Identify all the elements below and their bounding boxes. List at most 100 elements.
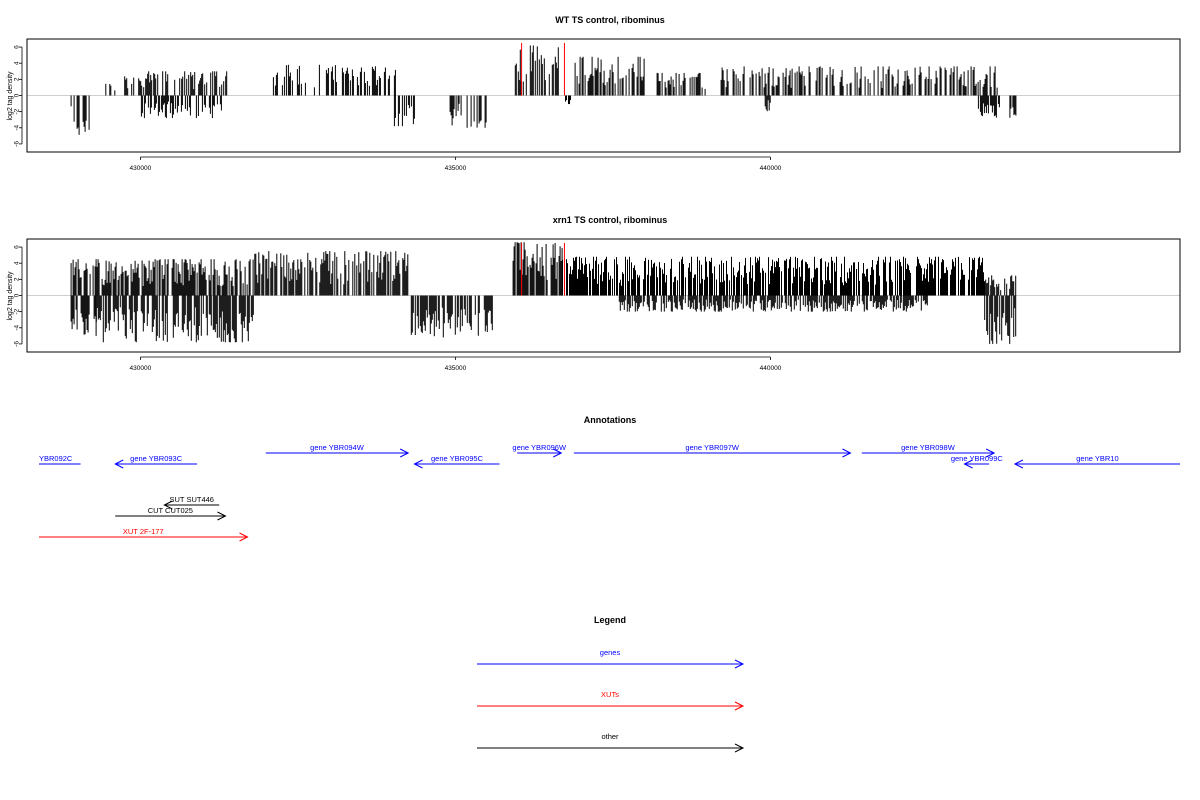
signal-segment <box>514 45 559 96</box>
y-tick-label: 6 <box>14 245 21 249</box>
annotation-feature: gene YBR096W <box>512 443 567 458</box>
y-tick-label: -6 <box>14 141 21 147</box>
feature-arrow-head <box>114 459 124 469</box>
signal-segment <box>984 295 1017 344</box>
feature-arrow-head <box>413 459 423 469</box>
feature-label: gene YBR093C <box>130 454 183 463</box>
signal-segment <box>393 95 415 127</box>
x-tick-label: 435000 <box>445 365 467 372</box>
y-tick-label: 2 <box>14 77 21 81</box>
annotation-features: YBR092C gene YBR093C gene YBR094W gene YBR0… <box>39 443 1180 542</box>
y-tick-label: -2 <box>14 308 21 314</box>
legend-label: other <box>601 732 619 741</box>
feature-label: gene YBR10 <box>1076 454 1118 463</box>
legend-arrow-head <box>734 743 745 753</box>
signal-segment <box>512 242 563 296</box>
signal-segment <box>410 295 493 338</box>
signal-segment <box>720 66 998 96</box>
annotation-feature: XUT 2F-177 <box>39 527 249 542</box>
x-tick-label: 440000 <box>760 165 782 172</box>
signal-segment <box>574 56 645 96</box>
signal-segment <box>105 83 116 96</box>
feature-label: gene YBR097W <box>685 443 740 452</box>
feature-label: gene YBR094W <box>310 443 365 452</box>
signal-segment <box>764 95 771 112</box>
wt-signal-panel: WT TS control, ribominus log2 tag densit… <box>7 15 1181 172</box>
signal-segment <box>618 295 928 312</box>
feature-arrow-head <box>985 448 996 458</box>
annotation-feature: SUT SUT446 <box>163 495 220 510</box>
legend-label: XUTs <box>601 690 619 699</box>
annotations-title: Annotations <box>584 415 637 425</box>
signal-segment <box>147 71 228 96</box>
feature-arrow-head <box>399 448 410 458</box>
signal-segment <box>565 95 571 105</box>
legend-item: genes <box>477 648 745 669</box>
panel-title: xrn1 TS control, ribominus <box>553 215 668 225</box>
y-tick-label: 6 <box>14 45 21 49</box>
legend-arrow-head <box>734 659 745 669</box>
y-tick-label: 0 <box>14 293 21 297</box>
annotation-feature: gene YBR10 <box>1013 454 1180 469</box>
feature-label: gene YBR098W <box>901 443 956 452</box>
feature-arrow-head <box>1013 459 1024 469</box>
feature-arrow-head <box>963 459 973 469</box>
annotation-feature: gene YBR098W <box>861 443 996 458</box>
annotation-feature: gene YBR097W <box>573 443 852 458</box>
x-tick-label: 430000 <box>130 365 152 372</box>
feature-label: SUT SUT446 <box>170 495 214 504</box>
feature-arrow-head <box>217 511 227 521</box>
feature-label: gene YBR099C <box>951 454 1004 463</box>
y-tick-label: -6 <box>14 341 21 347</box>
annotation-feature: YBR092C <box>39 454 81 465</box>
signal-plot: 6 4 2 0 -2 -4 -6 430000 435000 440000 <box>14 43 1180 172</box>
feature-label: YBR092C <box>39 454 73 463</box>
signal-segment <box>70 259 254 296</box>
y-tick-label: 4 <box>14 261 21 265</box>
panel-title: WT TS control, ribominus <box>555 15 665 25</box>
signal-segment <box>984 275 1017 296</box>
xrn1-signal-panel: xrn1 TS control, ribominus log2 tag dens… <box>7 215 1181 372</box>
signal-segment <box>449 95 487 128</box>
feature-label: XUT 2F-177 <box>123 527 164 536</box>
y-axis-label: log2 tag density <box>7 71 14 121</box>
signal-segment <box>272 64 396 96</box>
legend: Legend genes XUTs other <box>477 615 745 753</box>
y-tick-label: -4 <box>14 325 21 331</box>
y-tick-label: 2 <box>14 277 21 281</box>
signal-segment <box>254 251 409 296</box>
signal-segment <box>70 95 90 135</box>
y-tick-label: -2 <box>14 108 21 114</box>
feature-label: CUT CUT025 <box>148 506 193 515</box>
y-tick-label: 0 <box>14 93 21 97</box>
signal-segment <box>977 95 1000 118</box>
feature-arrow-head <box>163 500 173 510</box>
annotation-feature: CUT CUT025 <box>115 506 227 521</box>
signal-plot: 6 4 2 0 -2 -4 -6 430000 435000 440000 <box>14 242 1180 372</box>
annotation-feature: gene YBR095C <box>413 454 500 469</box>
signal-segment <box>562 256 985 296</box>
feature-arrow-head <box>553 448 563 458</box>
x-tick-label: 440000 <box>760 365 782 372</box>
signal-segment <box>70 295 97 336</box>
x-tick-label: 430000 <box>130 165 152 172</box>
legend-items: genes XUTs other <box>477 648 745 753</box>
legend-title: Legend <box>594 615 626 625</box>
feature-label: gene YBR095C <box>431 454 484 463</box>
y-tick-label: 4 <box>14 61 21 65</box>
annotation-feature: gene YBR093C <box>114 454 198 469</box>
legend-label: genes <box>600 648 621 657</box>
signal-segment <box>656 72 706 96</box>
y-axis-label: log2 tag density <box>7 271 14 321</box>
plot-frame <box>26 38 1181 153</box>
feature-arrow-head <box>842 448 852 458</box>
x-tick-label: 435000 <box>445 165 467 172</box>
signal-segment <box>95 295 254 343</box>
y-tick-label: -4 <box>14 125 21 131</box>
annotation-feature: gene YBR099C <box>951 454 1004 469</box>
signal-segment <box>140 95 222 119</box>
plot-frame <box>26 238 1181 353</box>
legend-item: XUTs <box>477 690 745 711</box>
signal-segment <box>124 76 148 96</box>
